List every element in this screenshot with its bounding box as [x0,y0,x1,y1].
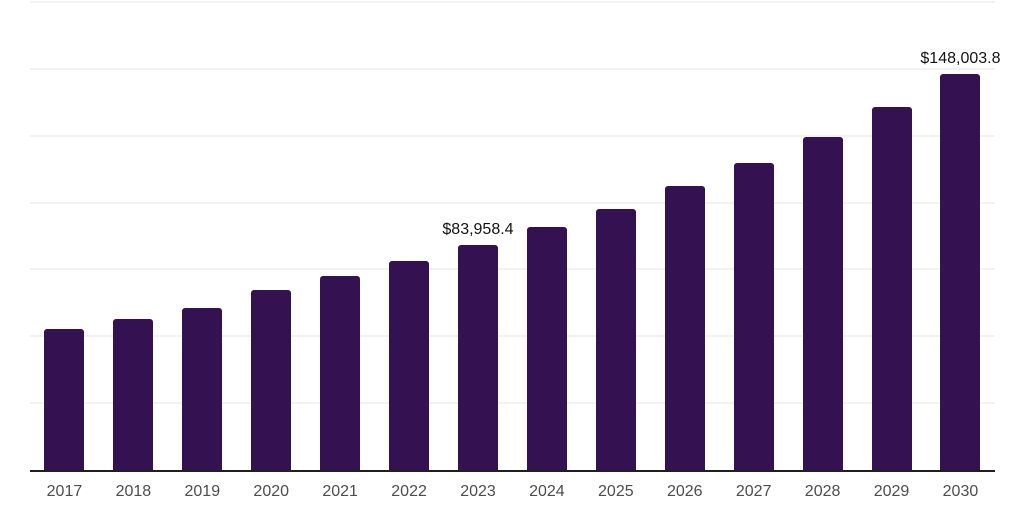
bar-2025 [595,209,636,470]
x-tick-label-2024: 2024 [529,483,565,500]
bar-band-2020 [237,2,306,470]
x-tick-label-2017: 2017 [46,483,83,500]
bar-band-2028 [788,2,857,470]
bar-2030 [940,74,981,470]
gridline [30,268,995,271]
bar-band-2030: $148,003.8 [920,2,1000,470]
bar-band-2025 [581,2,650,470]
bar-series: $83,958.4 $148,003.8 [30,2,1000,470]
bar-band-2017 [30,2,99,470]
x-tick-label-2020: 2020 [253,483,290,500]
x-tick-label-2022: 2022 [391,483,427,500]
bar-2021 [320,276,361,470]
gridline [30,67,995,70]
bar-2022 [389,261,430,470]
bar-2019 [182,307,223,470]
chart-container: $83,958.4 $148,003.8 2017 2018 2019 2020 2021… [30,0,1000,512]
bar-band-2027 [719,2,788,470]
bar-band-2021 [306,2,375,470]
gridline [30,402,995,405]
gridline [30,1,995,3]
gridline [30,335,995,338]
bar-band-2018 [99,2,168,470]
gridline [30,201,995,204]
x-tick-label-2028: 2028 [804,483,841,500]
plot-area: $83,958.4 $148,003.8 [30,1,1000,472]
bar-band-2026 [650,2,719,470]
bar-2026 [664,186,705,470]
bar-2023 [457,245,498,470]
bar-2017 [44,328,85,470]
x-tick-label-2030: 2030 [942,483,979,500]
x-tick-label-2025: 2025 [598,483,634,500]
x-axis: 2017 2018 2019 2020 2021 2022 2023 2024 2025 2026… [30,472,995,500]
x-tick-label-2021: 2021 [322,483,358,500]
bar-2028 [802,136,843,470]
bar-band-2022 [375,2,444,470]
bar-2024 [526,227,567,470]
bar-band-2024 [512,2,581,470]
x-tick-label-2019: 2019 [184,483,221,500]
x-tick-label-2023: 2023 [460,483,496,500]
bar-2027 [733,163,774,470]
data-label-2030: $148,003.8 [920,50,1001,68]
x-tick-label-2026: 2026 [666,483,703,500]
bar-2029 [871,106,912,470]
bar-2018 [113,318,154,470]
x-tick-label-2029: 2029 [873,483,910,500]
data-label-2023: $83,958.4 [442,221,514,239]
bar-band-2029 [857,2,926,470]
bar-band-2023: $83,958.4 [442,2,514,470]
x-tick-label-2027: 2027 [735,483,772,500]
gridline [30,134,995,137]
bar-band-2019 [168,2,237,470]
bar-2020 [251,289,292,470]
x-tick-label-2018: 2018 [115,483,152,500]
